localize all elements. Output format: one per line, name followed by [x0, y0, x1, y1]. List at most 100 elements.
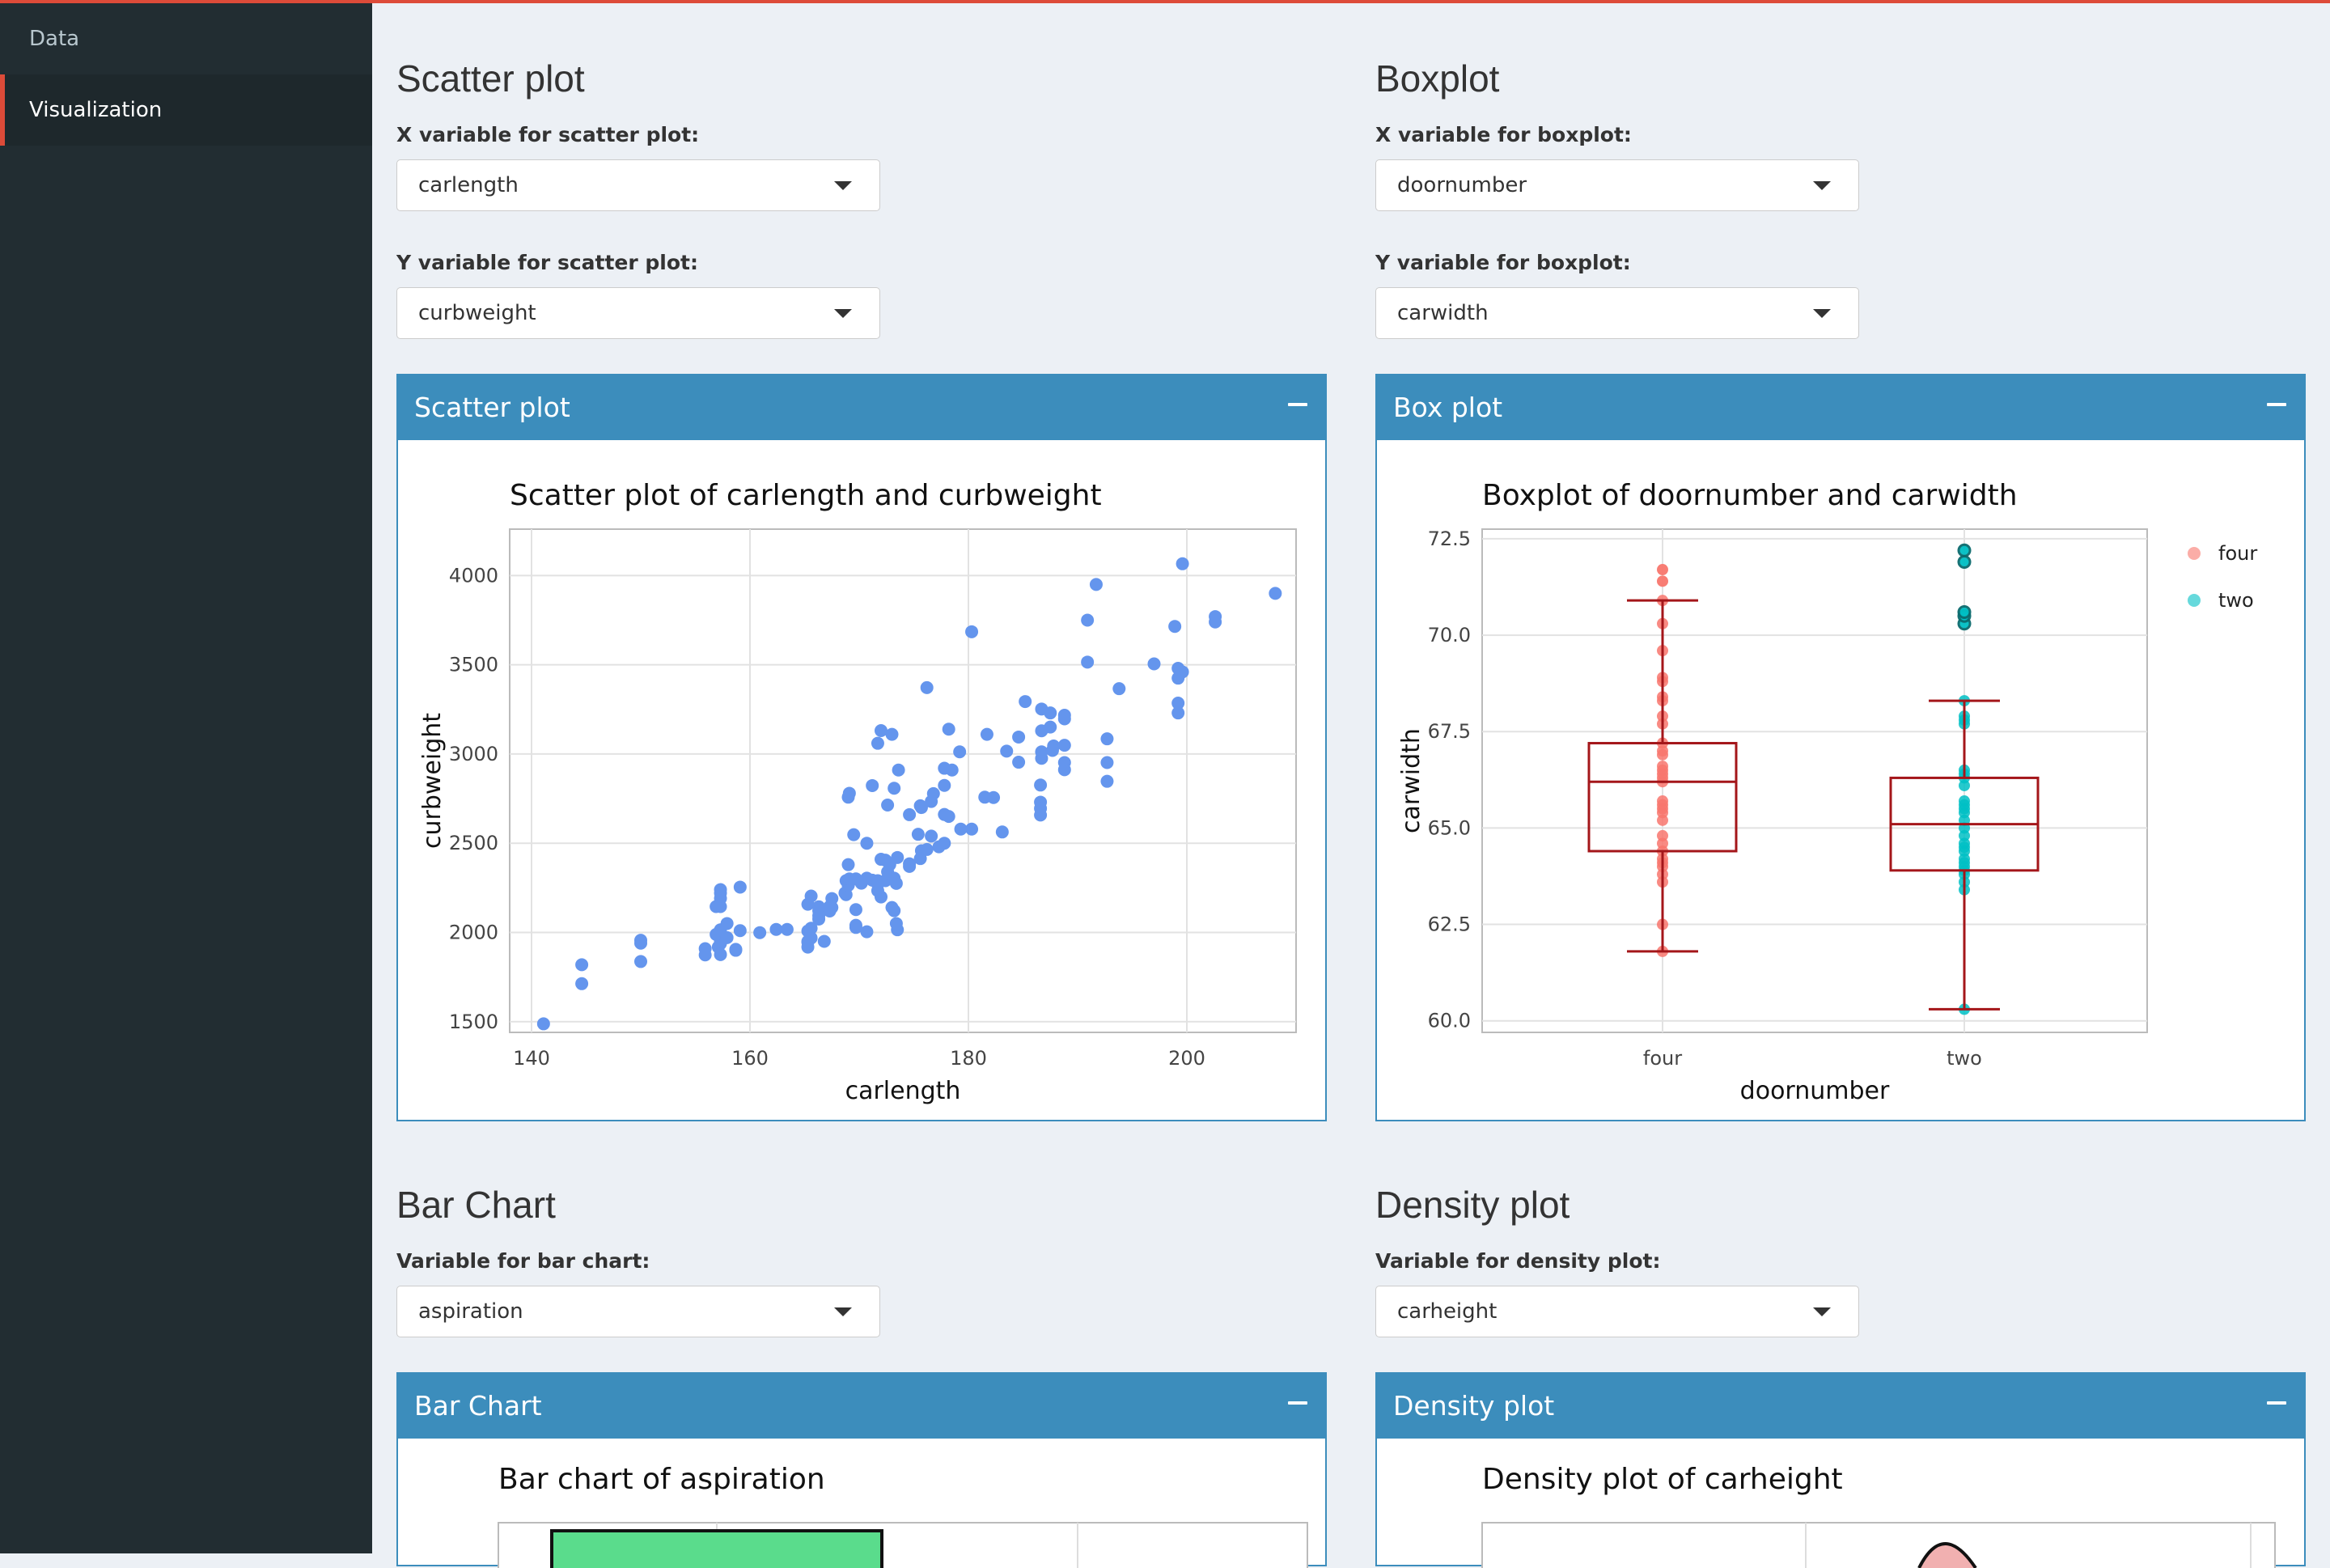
- scatter-point: [575, 977, 589, 990]
- scatter-y-tick-label: 3000: [449, 743, 498, 765]
- box-y-tick-label: 65.0: [1428, 816, 1471, 839]
- scatter-y-select[interactable]: curbweight: [396, 287, 880, 339]
- scatter-point: [860, 925, 874, 939]
- scatter-x-select[interactable]: carlength: [396, 159, 880, 211]
- bar-box-body: Bar chart of aspiration: [398, 1439, 1325, 1568]
- scatter-point: [733, 880, 747, 894]
- scatter-point: [849, 903, 862, 917]
- scatter-point: [1034, 778, 1048, 792]
- scatter-x-tick-label: 140: [513, 1047, 550, 1070]
- scatter-point: [938, 837, 951, 850]
- boxplot-box-header: Box plot: [1377, 375, 2304, 440]
- scatter-x-tick-label: 180: [950, 1047, 987, 1070]
- box-chart: Boxplot of doornumber and carwidth 60.0 62…: [1397, 479, 2257, 1105]
- bar-var-label: Variable for bar chart:: [396, 1249, 650, 1273]
- scatter-point: [1147, 657, 1161, 671]
- scatter-point: [881, 798, 895, 812]
- collapse-icon[interactable]: [2267, 1401, 2286, 1405]
- box-data-point: [1957, 543, 1972, 557]
- scatter-point: [698, 942, 712, 956]
- scatter-point: [1044, 706, 1057, 720]
- scatter-point: [1057, 763, 1071, 777]
- collapse-icon[interactable]: [1288, 403, 1307, 406]
- chevron-down-icon: [834, 1307, 852, 1316]
- scatter-point: [804, 922, 818, 935]
- scatter-point: [888, 782, 901, 795]
- scatter-point: [920, 680, 934, 694]
- scatter-point: [1057, 709, 1071, 723]
- scatter-point: [995, 825, 1009, 839]
- scatter-point: [1112, 682, 1126, 696]
- scatter-point: [925, 795, 938, 808]
- scatter-point: [1019, 695, 1032, 709]
- scatter-x-value: carlength: [418, 173, 519, 197]
- box-data-point: [1957, 555, 1972, 570]
- scatter-point: [1034, 808, 1048, 822]
- scatter-point: [871, 884, 884, 897]
- scatter-point: [847, 828, 861, 841]
- density-box-header: Density plot: [1377, 1374, 2304, 1439]
- sidebar-item-visualization[interactable]: Visualization: [0, 74, 372, 146]
- scatter-point: [1209, 610, 1222, 624]
- box-y-tick-label: 67.5: [1428, 720, 1471, 743]
- box-y-axis-label: carwidth: [1397, 728, 1426, 833]
- bar-section-title: Bar Chart: [396, 1184, 556, 1226]
- scatter-point: [938, 761, 951, 775]
- scatter-point: [913, 799, 927, 812]
- scatter-point: [634, 955, 647, 968]
- density-section-title: Density plot: [1375, 1184, 1570, 1226]
- scatter-point: [1100, 774, 1114, 788]
- scatter-point: [769, 922, 783, 936]
- scatter-point: [953, 745, 967, 759]
- chevron-down-icon: [834, 309, 852, 318]
- density-var-value: carheight: [1397, 1299, 1498, 1324]
- box-x-tick-label: two: [1947, 1047, 1982, 1070]
- scatter-point: [720, 930, 734, 944]
- scatter-point: [925, 829, 938, 843]
- boxplot-y-select[interactable]: carwidth: [1375, 287, 1859, 339]
- scatter-point: [634, 934, 647, 947]
- scatter-point: [1089, 578, 1103, 591]
- scatter-point: [911, 828, 925, 841]
- scatter-point: [965, 625, 979, 638]
- chevron-down-icon: [1813, 181, 1831, 190]
- density-plot-area: [1481, 1522, 2276, 1568]
- box-x-tick-label: four: [1643, 1047, 1682, 1070]
- scatter-point: [710, 900, 723, 913]
- scatter-point: [938, 778, 951, 792]
- scatter-point: [536, 1017, 550, 1031]
- scatter-y-tick-label: 4000: [449, 564, 498, 587]
- box-chart-title: Boxplot of doornumber and carwidth: [1482, 479, 2018, 512]
- density-chart: Density plot of carheight: [1481, 1463, 2276, 1568]
- bar-mark: [550, 1529, 883, 1568]
- collapse-icon[interactable]: [1288, 1401, 1307, 1405]
- boxplot-section-title: Boxplot: [1375, 57, 1500, 100]
- box-data-point: [1657, 829, 1668, 841]
- scatter-point: [954, 822, 968, 836]
- scatter-y-tick-label: 3500: [449, 654, 498, 676]
- density-plot-box: Density plot Density plot of carheight: [1375, 1372, 2306, 1568]
- collapse-icon[interactable]: [2267, 403, 2286, 406]
- box-data-point: [1657, 575, 1668, 587]
- box-iqr-rect: [1587, 742, 1738, 853]
- scatter-point: [753, 926, 767, 939]
- scatter-x-axis-label: carlength: [845, 1077, 961, 1105]
- boxplot-y-label: Y variable for boxplot:: [1375, 251, 1631, 274]
- bar-var-select[interactable]: aspiration: [396, 1286, 880, 1337]
- scatter-point: [849, 918, 862, 932]
- scatter-point: [1269, 587, 1282, 600]
- density-var-select[interactable]: carheight: [1375, 1286, 1859, 1337]
- boxplot-x-select[interactable]: doornumber: [1375, 159, 1859, 211]
- scatter-point: [980, 727, 993, 741]
- scatter-point: [1012, 730, 1026, 744]
- scatter-point: [812, 900, 826, 913]
- box-y-tick-label: 72.5: [1428, 528, 1471, 550]
- sidebar-item-data[interactable]: Data: [29, 27, 80, 51]
- scatter-point: [720, 917, 734, 930]
- scatter-point: [866, 778, 879, 792]
- scatter-x-tick-label: 200: [1168, 1047, 1205, 1070]
- scatter-chart-title: Scatter plot of carlength and curbweight: [510, 479, 1102, 512]
- scatter-point: [1168, 620, 1182, 634]
- scatter-point: [1171, 697, 1185, 710]
- scatter-box-title: Scatter plot: [414, 392, 570, 423]
